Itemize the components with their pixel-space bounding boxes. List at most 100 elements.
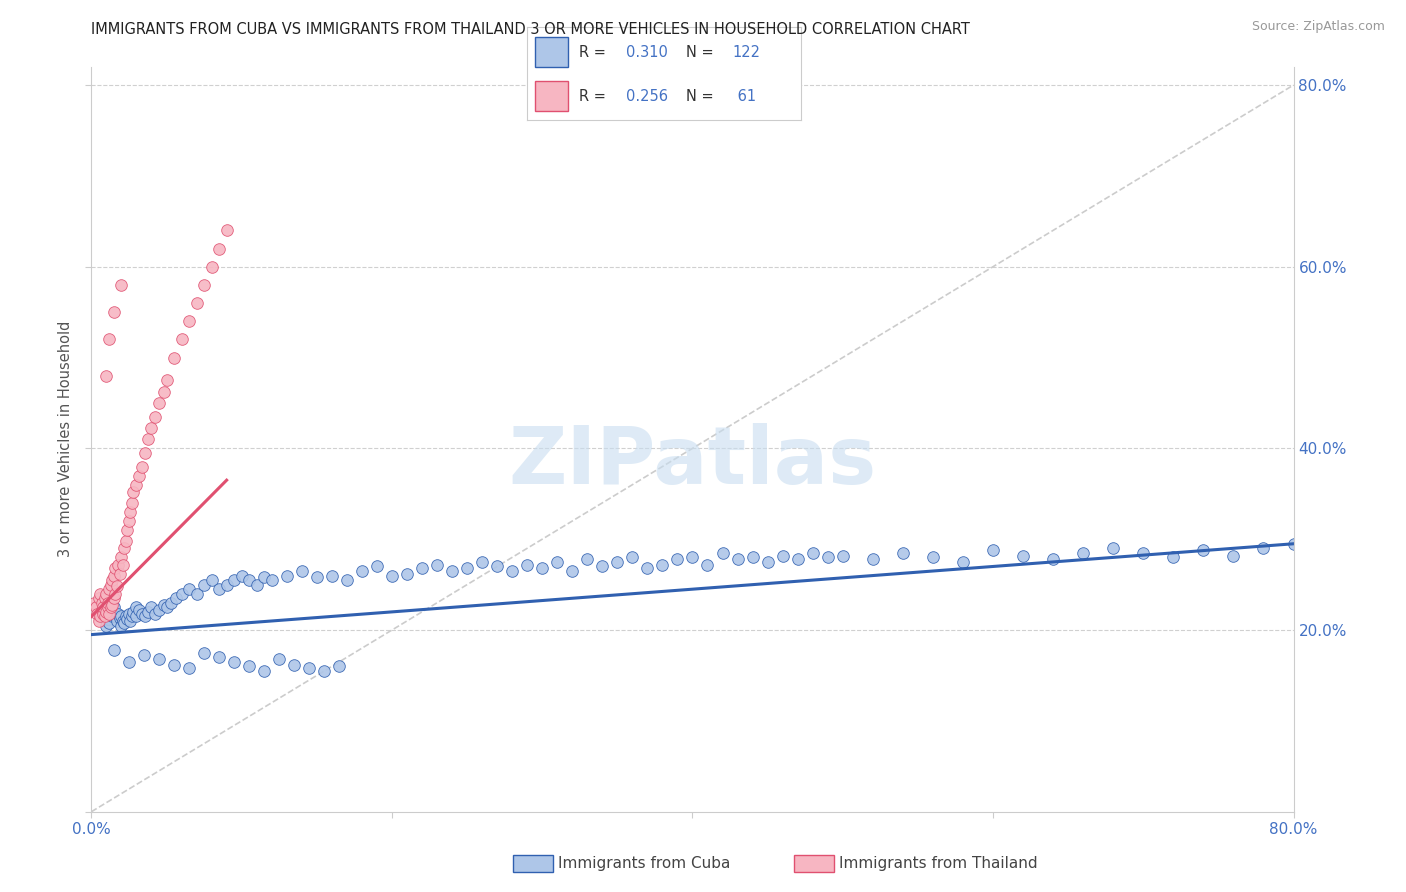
Point [87,614,110,628]
Text: 122: 122 [733,45,761,60]
Point [486,559,509,574]
Point [621,550,644,565]
Point [110,609,132,624]
Point [143,409,166,424]
Point [786,552,808,566]
Point [1042,552,1064,566]
Point [87,591,110,606]
Point [193,277,215,292]
Point [122,605,145,619]
Point [531,561,554,575]
Point [291,564,314,578]
Point [215,577,238,591]
Point [471,555,494,569]
Point [98,332,121,346]
Point [120,505,142,519]
Point [125,609,148,624]
Point [215,223,238,237]
Point [110,277,132,292]
Point [101,573,124,587]
Point [94,609,117,624]
Point [440,564,463,578]
Bar [536,37,568,67]
Point [94,607,117,621]
Point [253,570,276,584]
Point [208,650,231,665]
Point [561,564,583,578]
Point [98,607,121,621]
Point [97,596,120,610]
Point [131,607,153,621]
Point [148,603,170,617]
Point [90,596,112,610]
Point [817,550,839,565]
Point [103,643,125,657]
Point [96,605,118,619]
Point [125,477,148,491]
Point [118,607,141,621]
Point [772,549,794,563]
Point [862,552,884,566]
Point [208,582,231,597]
Point [143,607,166,621]
Point [115,534,138,549]
Point [86,607,108,621]
Point [121,496,143,510]
Point [128,468,150,483]
Point [231,568,253,582]
Point [276,568,298,582]
Point [83,596,105,610]
Point [111,558,134,572]
Point [97,612,120,626]
Point [651,558,673,572]
Point [1192,543,1215,558]
Point [321,568,343,582]
Point [727,552,749,566]
Point [395,566,418,581]
Point [269,652,291,666]
Point [107,607,129,621]
Point [114,615,136,630]
Point [741,550,763,565]
Point [1071,546,1094,560]
Point [1012,549,1035,563]
Point [1222,549,1244,563]
Point [314,664,336,678]
Point [107,558,129,572]
Point [756,555,779,569]
Point [201,573,224,587]
Point [97,600,120,615]
Point [381,568,404,582]
Point [117,612,139,626]
Point [152,385,174,400]
Text: 0.310: 0.310 [626,45,668,60]
Point [426,558,449,572]
Point [155,373,177,387]
Point [260,573,283,587]
Point [165,591,187,606]
Text: Immigrants from Cuba: Immigrants from Cuba [558,856,731,871]
Point [224,655,246,669]
Point [891,546,914,560]
Point [96,614,118,628]
Point [456,561,478,575]
Point [163,351,186,365]
Point [666,552,689,566]
Point [103,591,125,606]
Point [366,559,388,574]
Point [177,314,200,328]
Point [100,607,122,621]
Point [111,614,134,628]
Point [238,573,260,587]
Point [93,600,115,615]
Text: R =: R = [579,88,610,103]
Point [134,446,156,460]
Point [118,655,141,669]
Point [246,577,269,591]
Point [186,296,208,310]
Point [696,558,718,572]
Text: IMMIGRANTS FROM CUBA VS IMMIGRANTS FROM THAILAND 3 OR MORE VEHICLES IN HOUSEHOLD: IMMIGRANTS FROM CUBA VS IMMIGRANTS FROM … [91,22,970,37]
Point [115,609,138,624]
Point [121,609,143,624]
Point [501,564,523,578]
